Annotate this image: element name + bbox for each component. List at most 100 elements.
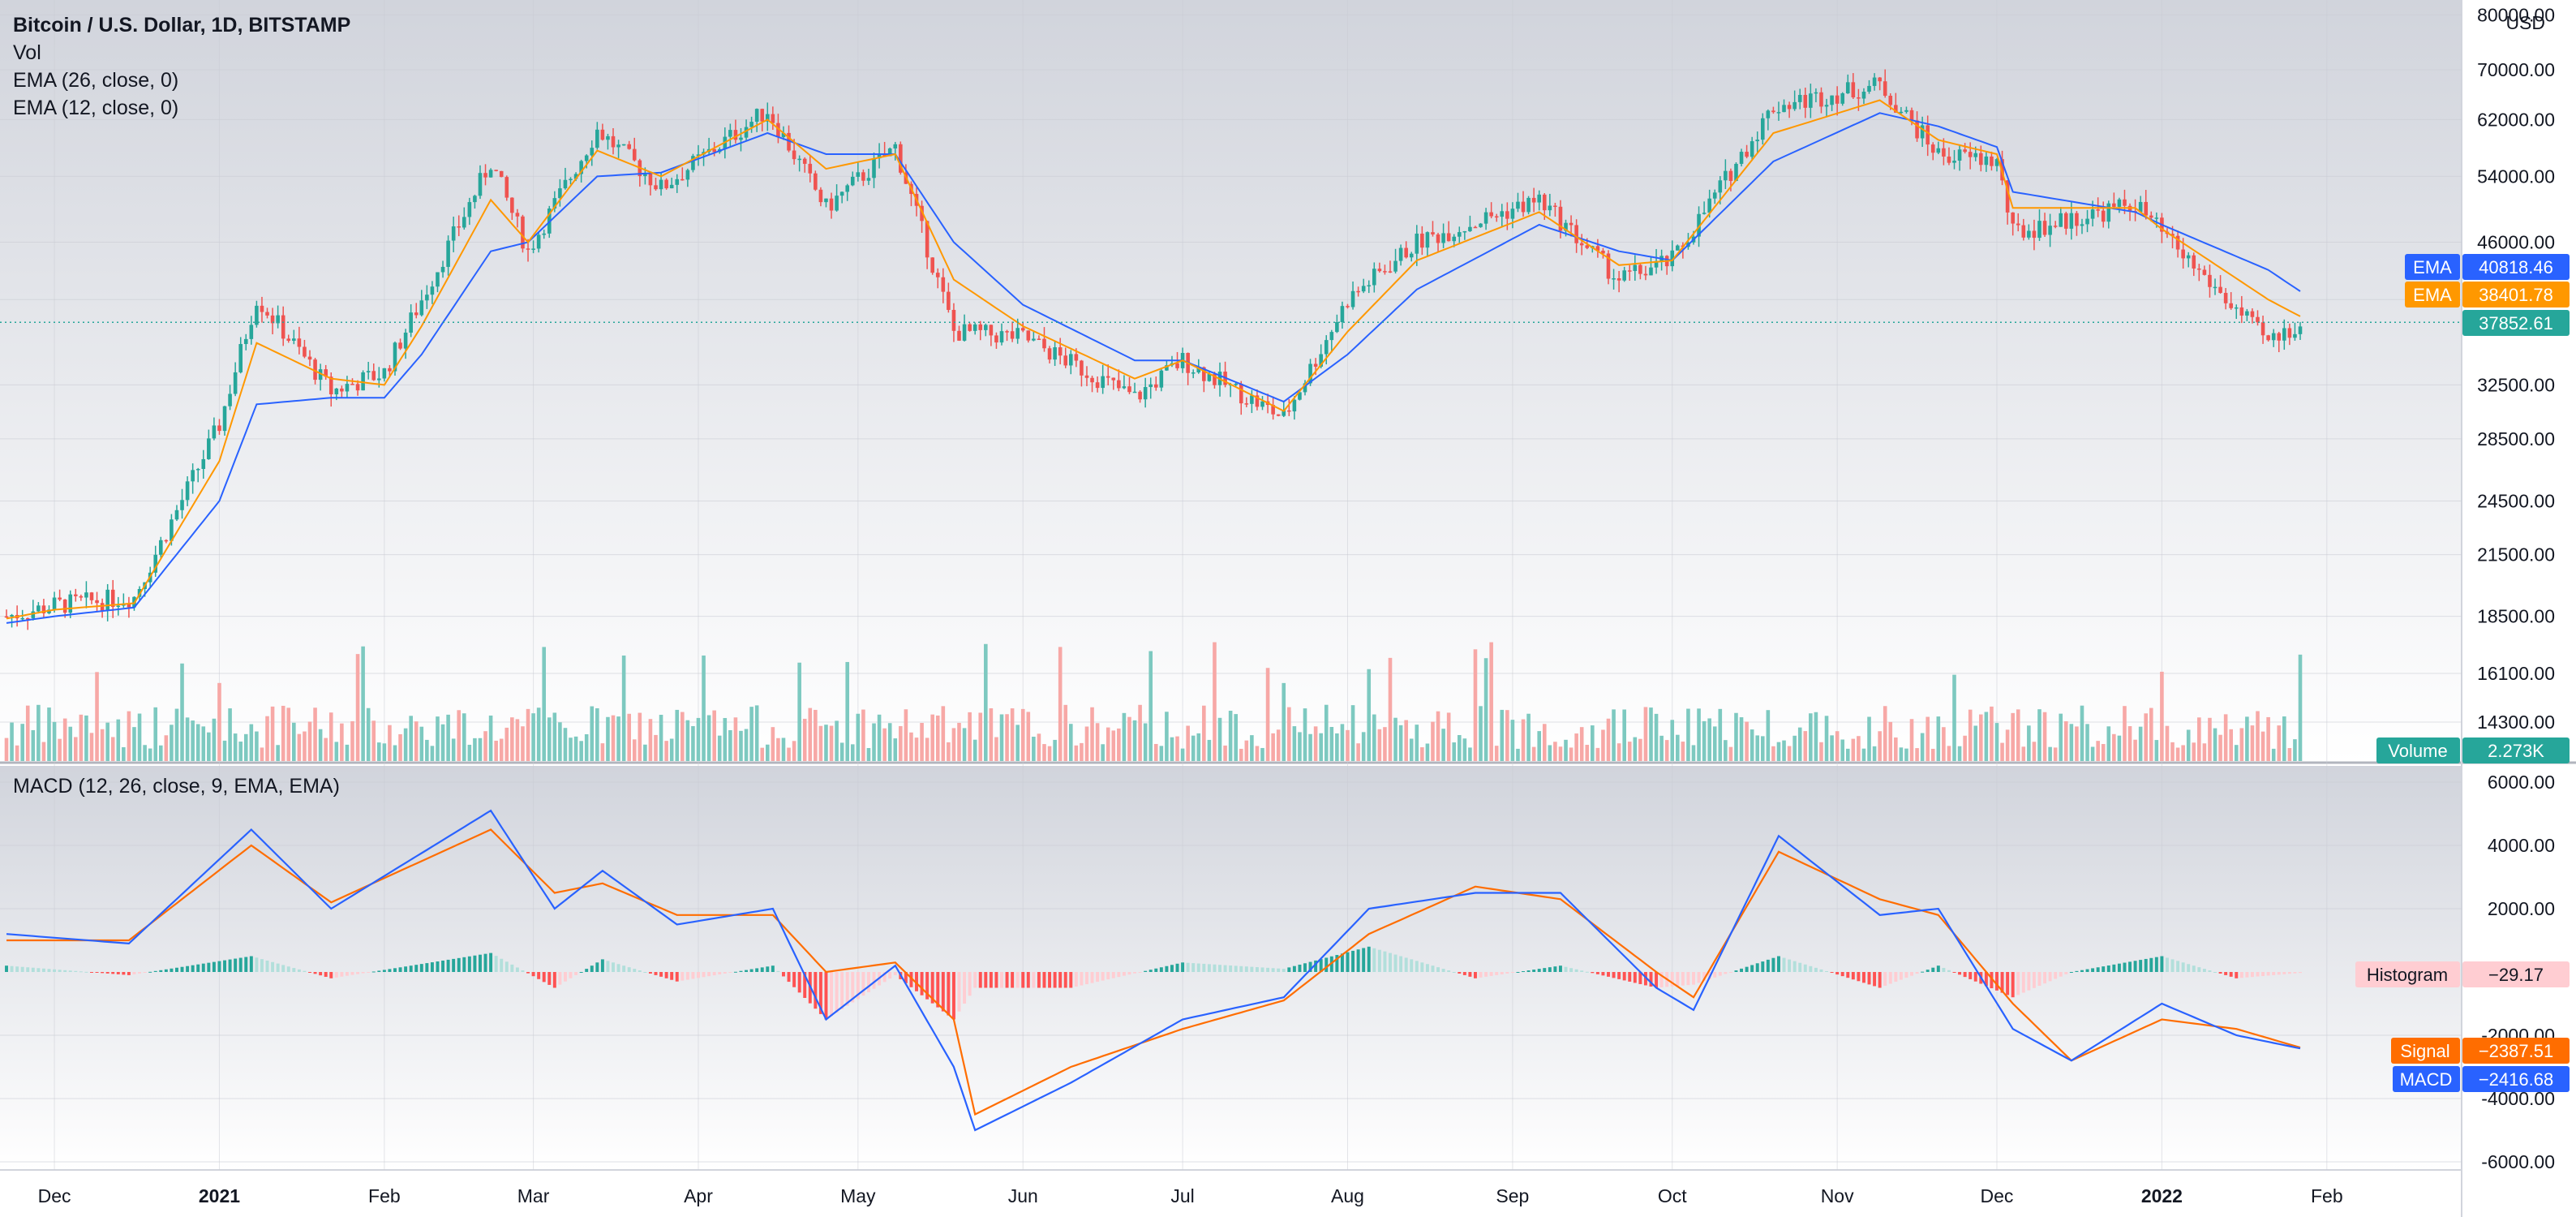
histogram-bar: [1990, 972, 1994, 989]
histogram-bar: [542, 972, 546, 983]
volume-bar: [2106, 726, 2111, 761]
candle-body: [1095, 382, 1100, 389]
candle-body: [1148, 384, 1153, 388]
candle-body: [691, 156, 695, 170]
volume-bar: [839, 742, 844, 761]
histogram-bar: [2102, 966, 2106, 972]
histogram-bar: [1878, 972, 1882, 988]
candle-body: [1601, 250, 1605, 254]
candle-body: [1894, 105, 1898, 113]
macd-tag-name-bg: [2393, 1066, 2460, 1092]
candle-body: [521, 216, 525, 249]
histogram-bar: [1867, 972, 1871, 985]
volume-bar: [2277, 725, 2282, 761]
volume-bar: [297, 733, 302, 761]
candle-body: [388, 368, 392, 372]
candle-body: [1138, 391, 1142, 400]
volume-bar: [2202, 743, 2207, 761]
volume-bar: [1990, 706, 1994, 761]
volume-bar: [590, 706, 595, 761]
volume-bar: [2223, 714, 2228, 761]
volume-bar: [1851, 738, 1856, 761]
candle-body: [398, 342, 402, 349]
candle-body: [1372, 269, 1376, 286]
histogram-bar: [1926, 970, 1930, 972]
volume-bar: [972, 739, 977, 761]
candle-body: [1633, 264, 1638, 272]
candle-body: [1069, 354, 1073, 366]
candle-body: [2085, 218, 2089, 225]
histogram-bar: [153, 970, 157, 972]
volume-bar: [2197, 717, 2201, 761]
candle-body: [2090, 209, 2095, 219]
candle-body: [10, 614, 14, 617]
candle-body: [1074, 354, 1079, 361]
volume-bar: [1771, 746, 1775, 761]
histogram-bar: [79, 971, 83, 973]
candle-body: [968, 324, 972, 331]
histogram-bar: [1452, 972, 1456, 973]
candle-body: [1942, 148, 1946, 157]
candle-body: [962, 324, 967, 341]
histogram-bar: [500, 958, 504, 972]
volume-bar: [1186, 725, 1190, 761]
histogram-bar: [515, 967, 519, 972]
histogram-bar: [1415, 961, 1419, 972]
candle-body: [569, 178, 573, 181]
histogram-bar: [766, 966, 770, 972]
histogram-bar: [1963, 972, 1967, 978]
candle-body: [1564, 222, 1568, 231]
volume-bar: [499, 738, 504, 761]
histogram-bar: [1718, 972, 1722, 976]
histogram-bar: [633, 969, 637, 972]
candle-body: [2048, 226, 2052, 235]
candle-body: [2123, 199, 2127, 206]
volume-bar: [1712, 726, 1717, 761]
histogram-bar: [1367, 946, 1371, 972]
volume-bar: [355, 654, 360, 761]
signal-tag-value-bg: [2462, 1038, 2570, 1064]
candle-body: [654, 185, 658, 190]
histogram-bar: [2000, 972, 2004, 993]
histogram-bar: [90, 972, 93, 973]
histogram-bar: [1692, 972, 1695, 985]
candle-body: [1276, 414, 1281, 416]
volume-bar: [1191, 735, 1196, 761]
histogram-bar: [861, 972, 865, 996]
volume-bar: [153, 707, 158, 761]
histogram-bar: [334, 972, 338, 978]
indicator-ema12[interactable]: EMA (12, close, 0): [13, 97, 179, 119]
candle-body: [935, 273, 940, 277]
histogram-bar: [2006, 972, 2010, 996]
volume-bar: [504, 727, 509, 761]
candle-body: [606, 135, 610, 140]
candle-body: [366, 371, 371, 372]
histogram-bar: [1420, 962, 1424, 972]
macd-label[interactable]: MACD (12, 26, close, 9, EMA, EMA): [13, 775, 340, 798]
histogram-bar: [1229, 965, 1233, 972]
candle-body: [1388, 271, 1393, 273]
volume-bar: [1734, 712, 1738, 761]
volume-bar: [1718, 708, 1723, 761]
candle-body: [414, 312, 419, 316]
histogram-bar: [212, 961, 216, 972]
volume-bar: [1483, 658, 1488, 761]
histogram-bar: [1595, 972, 1599, 974]
candle-body: [4, 616, 9, 618]
histogram-bar: [930, 972, 934, 1004]
candle-body: [1483, 212, 1488, 224]
volume-bar: [1383, 727, 1387, 761]
volume-bar: [1367, 669, 1372, 761]
candle-body: [1872, 77, 1877, 86]
indicator-ema26[interactable]: EMA (26, close, 0): [13, 69, 179, 92]
volume-bar: [2144, 713, 2149, 761]
histogram-bar: [1058, 972, 1063, 988]
histogram-bar: [1298, 964, 1302, 972]
histogram-bar: [467, 956, 471, 972]
volume-bar: [1143, 723, 1148, 761]
volume-bar: [850, 744, 855, 761]
candle-body: [1712, 192, 1717, 199]
indicator-vol[interactable]: Vol: [13, 41, 41, 64]
candle-body: [1531, 197, 1536, 203]
